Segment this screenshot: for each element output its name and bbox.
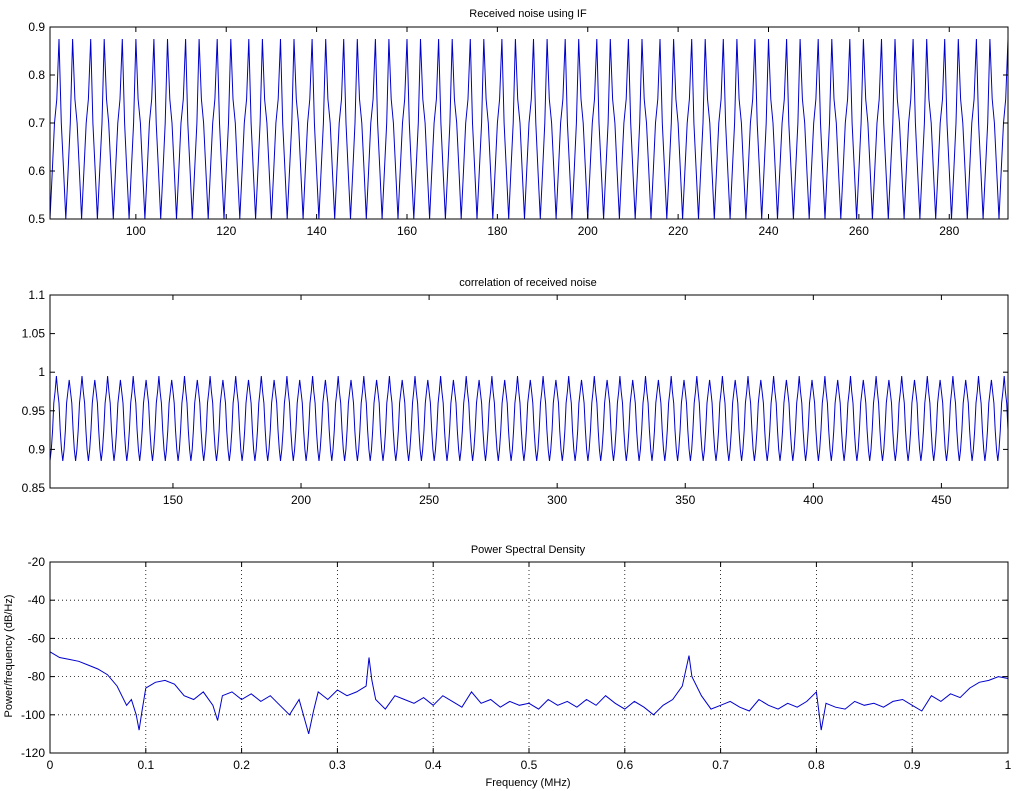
y-tick-label: 0.7 <box>28 116 45 130</box>
series-line <box>49 38 1009 220</box>
x-tick-label: 220 <box>668 224 688 238</box>
chart-title: Power Spectral Density <box>471 544 586 556</box>
series-line <box>49 651 1009 735</box>
y-tick-label: -100 <box>21 708 45 722</box>
x-tick-label: 280 <box>939 224 959 238</box>
x-axis-ticks: 100 120 140 160 180 200 220 240 260 280 <box>126 27 960 238</box>
x-axis-ticks: 150 200 250 300 350 400 450 <box>163 295 952 507</box>
x-tick-label: 250 <box>419 493 439 507</box>
y-tick-label: 0.9 <box>28 442 45 456</box>
y-tick-label: 0.85 <box>22 481 46 495</box>
y-tick-label: 0.5 <box>28 212 45 226</box>
x-tick-label: 150 <box>163 493 183 507</box>
y-tick-label: 1.1 <box>28 288 45 302</box>
x-tick-label: 0.8 <box>808 758 825 772</box>
y-axis-ticks: 0.5 0.6 0.7 0.8 0.9 <box>28 20 1008 226</box>
x-tick-label: 350 <box>675 493 695 507</box>
y-tick-label: 0.8 <box>28 68 45 82</box>
x-tick-label: 200 <box>291 493 311 507</box>
x-tick-label: 160 <box>397 224 417 238</box>
plot-frame <box>49 294 1009 489</box>
y-tick-label: -20 <box>28 555 46 569</box>
y-tick-label: -120 <box>21 746 45 760</box>
x-tick-label: 260 <box>849 224 869 238</box>
x-tick-label: 200 <box>578 224 598 238</box>
y-tick-label: 1 <box>38 365 45 379</box>
x-tick-label: 0.9 <box>904 758 921 772</box>
y-tick-label: 0.9 <box>28 20 45 34</box>
x-tick-label: 400 <box>803 493 823 507</box>
x-tick-label: 0.2 <box>233 758 250 772</box>
x-tick-label: 120 <box>216 224 236 238</box>
subplot-received-noise: Received noise using IF 100 120 140 160 180 2… <box>28 8 1009 238</box>
x-tick-label: 0.7 <box>712 758 729 772</box>
plot-frame <box>49 561 1009 754</box>
x-tick-label: 450 <box>931 493 951 507</box>
y-tick-label: -80 <box>28 670 46 684</box>
x-tick-label: 100 <box>126 224 146 238</box>
x-tick-label: 0 <box>47 758 54 772</box>
chart-title: Received noise using IF <box>469 8 587 20</box>
x-tick-label: 1 <box>1005 758 1012 772</box>
x-tick-label: 0.3 <box>329 758 346 772</box>
y-tick-label: -40 <box>28 593 46 607</box>
x-tick-label: 180 <box>487 224 507 238</box>
chart-title: correlation of received noise <box>459 277 597 289</box>
y-tick-label: 0.95 <box>22 404 46 418</box>
y-tick-label: -60 <box>28 631 46 645</box>
series-line <box>49 376 1009 462</box>
x-tick-label: 0.6 <box>616 758 633 772</box>
y-axis-label: Power/frequency (dB/Hz) <box>3 595 15 718</box>
x-tick-label: 300 <box>547 493 567 507</box>
y-axis-ticks: 0.85 0.9 0.95 1 1.05 1.1 <box>22 288 1008 495</box>
x-axis-label: Frequency (MHz) <box>486 777 571 789</box>
x-tick-label: 0.4 <box>425 758 442 772</box>
x-tick-label: 140 <box>307 224 327 238</box>
plot-frame <box>49 26 1009 220</box>
x-tick-label: 240 <box>758 224 778 238</box>
subplot-correlation: correlation of received noise 150 200 250 3… <box>22 277 1009 507</box>
subplot-psd: Power Spectral Density 0 0.1 0.2 0.3 0.4 0.5 0… <box>3 544 1012 789</box>
x-tick-label: 0.1 <box>137 758 154 772</box>
x-tick-label: 0.5 <box>521 758 538 772</box>
y-tick-label: 1.05 <box>22 327 46 341</box>
y-axis-ticks: -120 -100 -80 -60 -40 -20 <box>21 555 1008 760</box>
y-tick-label: 0.6 <box>28 164 45 178</box>
